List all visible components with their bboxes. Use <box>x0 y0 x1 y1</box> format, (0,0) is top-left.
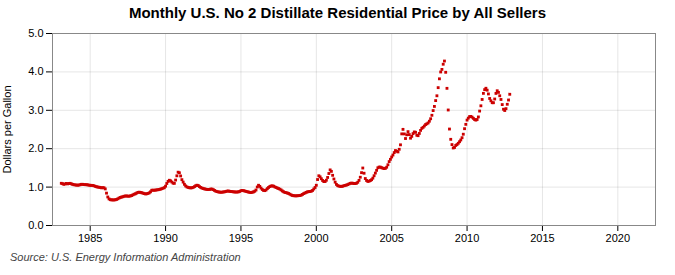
svg-text:2020: 2020 <box>606 232 630 244</box>
svg-text:1985: 1985 <box>78 232 102 244</box>
svg-text:2010: 2010 <box>455 232 479 244</box>
svg-text:2000: 2000 <box>304 232 328 244</box>
svg-text:1995: 1995 <box>229 232 253 244</box>
html-text:Source: U.S. Energy Informatio: Source: U.S. Energy Information Administ… <box>10 251 241 263</box>
svg-text:Dollars per Gallon: Dollars per Gallon <box>1 85 13 173</box>
svg-text:1.0: 1.0 <box>28 181 43 193</box>
svg-text:1990: 1990 <box>153 232 177 244</box>
svg-text:3.0: 3.0 <box>28 104 43 116</box>
svg-text:2005: 2005 <box>379 232 403 244</box>
svg-text:4.0: 4.0 <box>28 65 43 77</box>
svg-text:2.0: 2.0 <box>28 142 43 154</box>
svg-text:0.0: 0.0 <box>28 219 43 231</box>
svg-text:2015: 2015 <box>530 232 554 244</box>
html-text:Monthly U.S. No 2 Distillate R: Monthly U.S. No 2 Distillate Residential… <box>129 4 546 21</box>
svg-text:5.0: 5.0 <box>28 27 43 39</box>
